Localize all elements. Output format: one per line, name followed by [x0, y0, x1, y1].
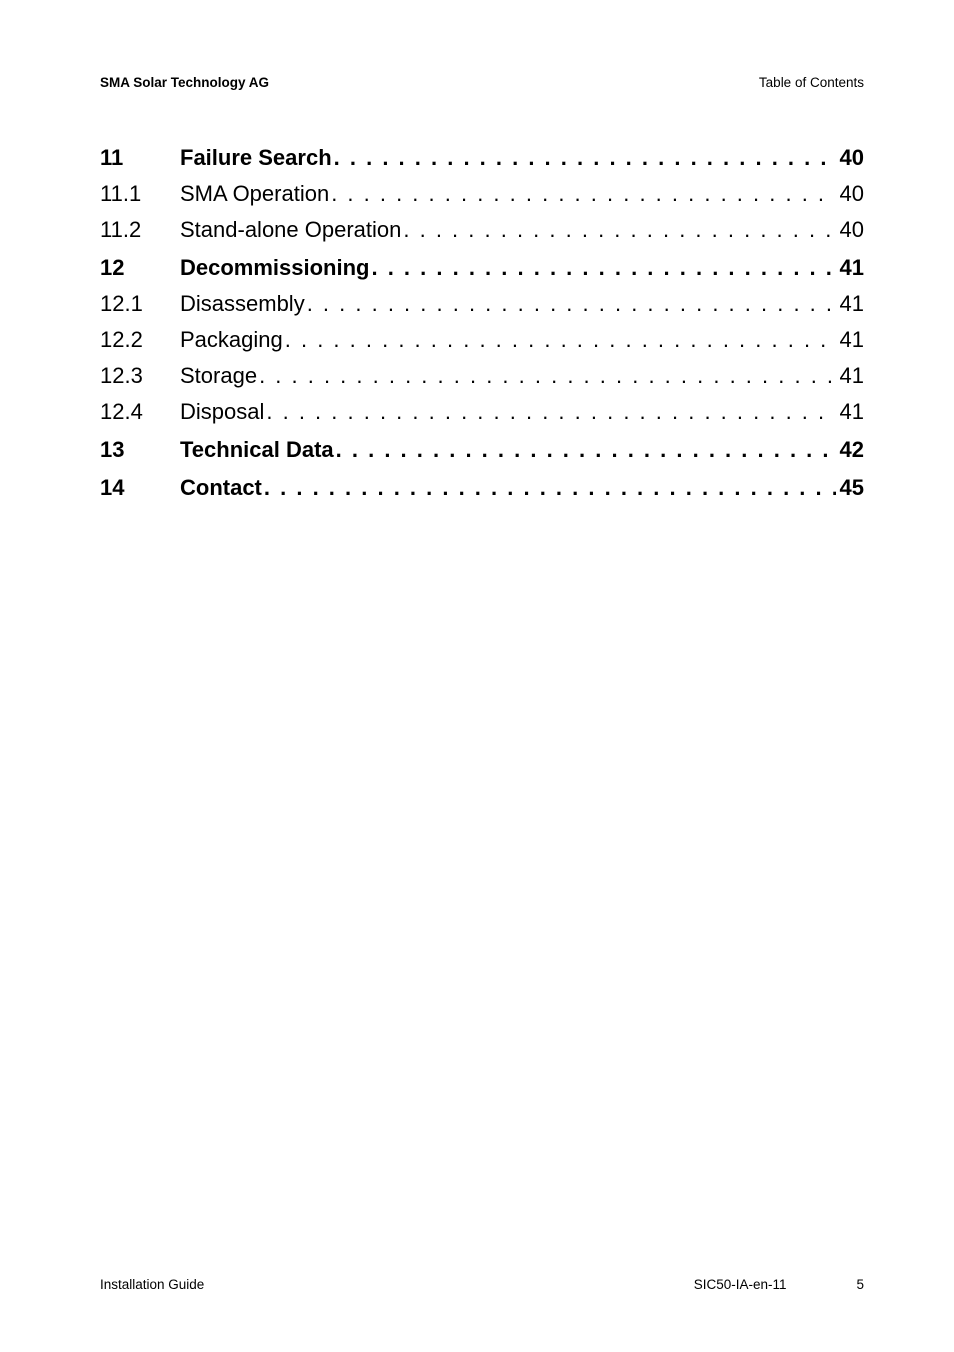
toc-entry-page: 41 [838, 255, 864, 281]
toc-entry-page: 41 [838, 399, 864, 425]
toc-entry-number: 11.1 [100, 181, 180, 207]
toc-entry-number: 12.4 [100, 399, 180, 425]
page-header: SMA Solar Technology AG Table of Content… [100, 75, 864, 90]
page-footer: Installation Guide SIC50-IA-en-11 5 [100, 1277, 864, 1292]
toc-entry-title: Storage [180, 363, 257, 389]
toc-entry-page: 45 [838, 475, 864, 501]
toc-entry-title: Stand-alone Operation [180, 217, 401, 243]
toc-dot-leader [307, 291, 836, 317]
toc-dot-leader [266, 399, 835, 425]
toc-entry: 12.3 Storage 41 [100, 363, 864, 389]
toc-entry-number: 14 [100, 475, 180, 501]
toc-entry: 11.1 SMA Operation 40 [100, 181, 864, 207]
toc-entry-number: 12.3 [100, 363, 180, 389]
footer-page-number: 5 [856, 1277, 864, 1292]
toc-entry-title: Failure Search [180, 145, 332, 171]
toc-dot-leader [336, 437, 836, 463]
toc-entry-number: 12 [100, 255, 180, 281]
toc-entry-number: 13 [100, 437, 180, 463]
toc-dot-leader [403, 217, 835, 243]
toc-entry-title: Contact [180, 475, 262, 501]
toc-entry-title: SMA Operation [180, 181, 329, 207]
toc-entry: 14 Contact 45 [100, 475, 864, 501]
toc-entry: 12.1 Disassembly 41 [100, 291, 864, 317]
toc-entry-page: 40 [838, 145, 864, 171]
toc-entry-title: Disassembly [180, 291, 305, 317]
toc-dot-leader [371, 255, 835, 281]
toc-dot-leader [264, 475, 836, 501]
toc-entry-number: 11 [100, 145, 180, 171]
toc-entry-page: 41 [838, 363, 864, 389]
footer-doc-ref: SIC50-IA-en-11 [694, 1277, 787, 1292]
toc-entry: 12.4 Disposal 41 [100, 399, 864, 425]
toc-entry-page: 41 [838, 327, 864, 353]
toc-dot-leader [334, 145, 836, 171]
toc-entry: 12.2 Packaging 41 [100, 327, 864, 353]
toc-dot-leader [285, 327, 836, 353]
header-company: SMA Solar Technology AG [100, 75, 269, 90]
toc-entry-number: 12.1 [100, 291, 180, 317]
table-of-contents: 11 Failure Search 40 11.1 SMA Operation … [100, 145, 864, 501]
toc-entry: 12 Decommissioning 41 [100, 255, 864, 281]
toc-entry-title: Technical Data [180, 437, 334, 463]
toc-dot-leader [331, 181, 835, 207]
toc-entry-title: Disposal [180, 399, 264, 425]
toc-entry-page: 42 [838, 437, 864, 463]
toc-entry: 11.2 Stand-alone Operation 40 [100, 217, 864, 243]
toc-entry-page: 40 [838, 217, 864, 243]
footer-doc-type: Installation Guide [100, 1277, 204, 1292]
toc-dot-leader [259, 363, 835, 389]
header-section: Table of Contents [759, 75, 864, 90]
toc-entry-title: Decommissioning [180, 255, 369, 281]
toc-entry-number: 12.2 [100, 327, 180, 353]
toc-entry-page: 41 [838, 291, 864, 317]
page: SMA Solar Technology AG Table of Content… [0, 0, 954, 1352]
toc-entry: 11 Failure Search 40 [100, 145, 864, 171]
toc-entry-page: 40 [838, 181, 864, 207]
toc-entry-title: Packaging [180, 327, 283, 353]
toc-entry-number: 11.2 [100, 217, 180, 243]
toc-entry: 13 Technical Data 42 [100, 437, 864, 463]
